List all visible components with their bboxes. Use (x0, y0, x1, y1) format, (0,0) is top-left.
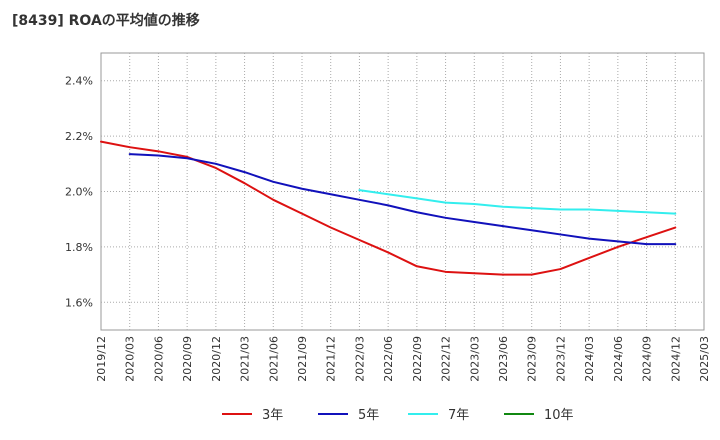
x-tick-label: 2023/12 (554, 336, 567, 382)
y-axis-ticks: 1.6% 1.8% 2.0% 2.2% 2.4% (65, 75, 93, 310)
x-tick-label: 2020/03 (124, 336, 137, 382)
x-tick-label: 2022/03 (353, 336, 366, 382)
x-tick-label: 2020/09 (181, 336, 194, 382)
x-tick-label: 2023/06 (497, 336, 510, 382)
x-tick-label: 2022/09 (411, 336, 424, 382)
x-tick-label: 2022/12 (440, 336, 453, 382)
y-tick-label: 2.2% (65, 130, 93, 143)
y-tick-label: 1.6% (65, 296, 93, 309)
y-tick-label: 2.4% (65, 75, 93, 88)
series-line (358, 189, 677, 215)
x-tick-label: 2022/06 (382, 336, 395, 382)
legend-label: 10年 (544, 408, 574, 423)
x-tick-label: 2020/06 (152, 336, 165, 382)
x-tick-label: 2025/03 (698, 336, 711, 382)
x-tick-label: 2024/12 (669, 336, 682, 382)
x-tick-label: 2021/06 (267, 336, 280, 382)
series-line (128, 153, 677, 246)
x-axis-ticks: 2019/12 2020/03 2020/06 2020/09 2020/12 2021/… (95, 336, 711, 382)
grid (101, 53, 704, 330)
y-tick-label: 2.0% (65, 186, 93, 199)
x-tick-label: 2021/12 (325, 336, 338, 382)
x-tick-label: 2023/09 (526, 336, 539, 382)
x-tick-label: 2019/12 (95, 336, 108, 382)
legend-label: 3年 (262, 408, 283, 423)
legend-label: 7年 (448, 408, 469, 423)
legend-label: 5年 (358, 408, 379, 423)
x-tick-label: 2024/06 (612, 336, 625, 382)
x-tick-label: 2021/09 (296, 336, 309, 382)
x-tick-label: 2024/03 (583, 336, 596, 382)
x-tick-label: 2023/03 (468, 336, 481, 382)
legend: 3年 5年 7年 10年 (222, 408, 574, 423)
x-tick-label: 2024/09 (641, 336, 654, 382)
plot-area (100, 52, 705, 331)
chart-title: [8439] ROAの平均値の推移 (12, 13, 200, 29)
x-tick-label: 2020/12 (210, 336, 223, 382)
y-tick-label: 1.8% (65, 241, 93, 254)
x-tick-label: 2021/03 (239, 336, 252, 382)
series-lines (100, 140, 677, 276)
